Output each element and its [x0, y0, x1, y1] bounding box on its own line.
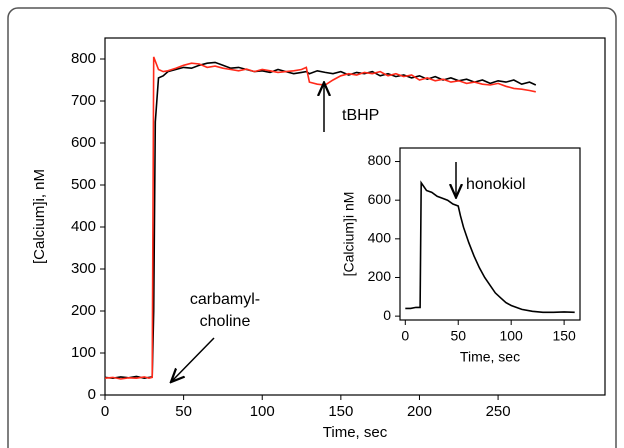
y-tick-label: 800	[71, 50, 96, 67]
x-tick-label: 200	[407, 403, 432, 420]
x-tick-label: 0	[101, 403, 109, 420]
y-tick-label: 500	[71, 176, 96, 193]
x-tick-label: 100	[250, 403, 275, 420]
annotation: honokiol	[466, 176, 526, 193]
x-tick-label: 100	[499, 328, 523, 344]
y-tick-label: 400	[368, 230, 392, 246]
y-tick-label: 700	[71, 92, 96, 109]
y-tick-label: 300	[71, 260, 96, 277]
y-tick-label: 600	[368, 191, 392, 207]
x-axis-label: Time, sec	[460, 349, 520, 365]
y-axis-label: [Calcium]i nM	[341, 192, 357, 277]
plot-area	[399, 147, 581, 321]
x-tick-label: 150	[328, 403, 353, 420]
annotation: tBHP	[342, 107, 379, 124]
x-tick-label: 50	[175, 403, 192, 420]
y-tick-label: 0	[88, 386, 96, 403]
annotation: carbamyl-	[190, 291, 260, 308]
y-tick-label: 200	[368, 268, 392, 284]
x-tick-label: 50	[450, 328, 466, 344]
data-line	[104, 56, 536, 380]
annotation-arrow	[172, 337, 215, 381]
y-tick-label: 100	[71, 344, 96, 361]
y-tick-label: 600	[71, 134, 96, 151]
x-tick-label: 150	[552, 328, 576, 344]
y-axis-label: [Calcium]i, nM	[31, 169, 48, 264]
annotation: choline	[200, 313, 251, 330]
y-tick-label: 0	[383, 307, 391, 323]
x-tick-label: 0	[401, 328, 409, 344]
y-tick-label: 800	[368, 152, 392, 168]
x-tick-label: 250	[486, 403, 511, 420]
y-tick-label: 200	[71, 302, 96, 319]
data-line	[405, 180, 575, 314]
y-tick-label: 400	[71, 218, 96, 235]
x-axis-label: Time, sec	[323, 424, 388, 441]
